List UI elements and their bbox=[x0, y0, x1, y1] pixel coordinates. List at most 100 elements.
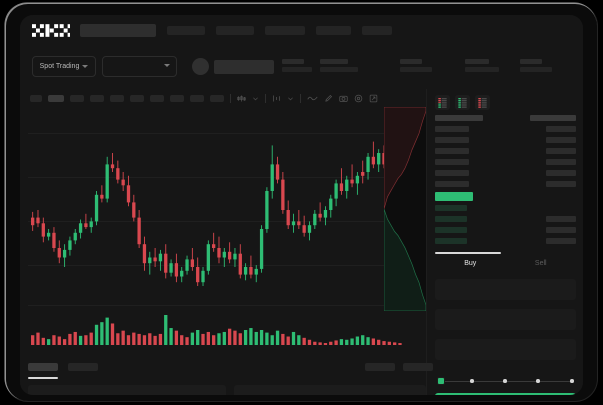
orderbook-bids-icon[interactable] bbox=[455, 95, 470, 110]
chevron-down-icon[interactable] bbox=[252, 95, 259, 102]
bottom-panel-left[interactable] bbox=[28, 385, 226, 395]
orderbook-ask-row[interactable] bbox=[435, 126, 469, 132]
timeframe-chip-2[interactable] bbox=[70, 94, 84, 102]
bottom-right-tab-0[interactable] bbox=[365, 363, 395, 371]
nav-item-4[interactable] bbox=[362, 25, 392, 35]
timeframe-chip-0[interactable] bbox=[30, 94, 42, 102]
bottom-tab-indicator bbox=[28, 377, 58, 379]
search-input[interactable] bbox=[80, 23, 156, 37]
chevron-down-icon[interactable] bbox=[287, 95, 294, 102]
orderbook-ask-amount bbox=[546, 170, 576, 176]
order-price-field[interactable] bbox=[435, 279, 576, 300]
timeframe-chip-7[interactable] bbox=[170, 94, 184, 102]
orderbook-ask-row[interactable] bbox=[435, 170, 469, 176]
bottom-panel bbox=[20, 355, 433, 395]
buy-sell-tabs: Buy Sell bbox=[435, 254, 576, 272]
slider-dot-3[interactable] bbox=[536, 379, 540, 383]
market-stat-0 bbox=[282, 59, 314, 72]
orderbook-ask-amount bbox=[546, 181, 576, 187]
toolbar-divider bbox=[300, 93, 301, 103]
orderbook-mixed-icon[interactable] bbox=[435, 95, 450, 110]
app-screen: Spot Trading bbox=[20, 15, 583, 395]
timeframe-chip-8[interactable] bbox=[190, 94, 204, 102]
indicator-icon[interactable] bbox=[272, 94, 281, 103]
slider-track bbox=[440, 380, 574, 382]
timeframe-chip-1[interactable] bbox=[48, 94, 64, 102]
orderbook-ask-row[interactable] bbox=[435, 181, 469, 187]
orderbook-bid-row[interactable] bbox=[435, 216, 467, 222]
orderbook-ask-row[interactable] bbox=[435, 148, 469, 154]
candlestick-series bbox=[31, 141, 391, 286]
tab-sell[interactable]: Sell bbox=[534, 260, 547, 267]
spot-trading-label: Spot Trading bbox=[39, 63, 80, 70]
slider-handle[interactable] bbox=[437, 377, 445, 385]
orderbook-asks-icon[interactable] bbox=[475, 95, 490, 110]
orderbook-ask-row[interactable] bbox=[435, 115, 483, 121]
orderbook-bid-amount bbox=[546, 227, 576, 233]
top-navigation-bar bbox=[20, 15, 583, 45]
orderbook-rows[interactable] bbox=[427, 115, 583, 245]
orderbook-bid-amount bbox=[546, 216, 576, 222]
chevron-down-icon bbox=[82, 65, 89, 68]
slider-dot-1[interactable] bbox=[470, 379, 474, 383]
market-stat-4 bbox=[520, 59, 554, 72]
camera-snapshot-icon[interactable] bbox=[339, 94, 348, 103]
trading-pair-select[interactable] bbox=[102, 56, 177, 77]
orderbook-ask-row[interactable] bbox=[435, 137, 469, 143]
orderbook-ask-amount bbox=[546, 148, 576, 154]
tab-buy[interactable]: Buy bbox=[464, 260, 477, 267]
orderbook-ask-amount bbox=[530, 115, 576, 121]
chevron-down-icon bbox=[164, 64, 170, 67]
orderbook-bid-amount bbox=[546, 238, 576, 244]
slider-dot-4[interactable] bbox=[570, 379, 574, 383]
slider-dot-2[interactable] bbox=[503, 379, 507, 383]
timeframe-chip-6[interactable] bbox=[150, 94, 164, 102]
nav-item-2[interactable] bbox=[265, 25, 305, 35]
nav-item-3[interactable] bbox=[316, 25, 351, 35]
bottom-panel-right[interactable] bbox=[234, 385, 426, 395]
settings-gear-icon[interactable] bbox=[354, 94, 363, 103]
fullscreen-icon[interactable] bbox=[369, 94, 378, 103]
okx-logo-icon[interactable] bbox=[32, 23, 70, 37]
timeframe-chip-5[interactable] bbox=[130, 94, 144, 102]
timeframe-chip-9[interactable] bbox=[210, 94, 224, 102]
market-stat-1 bbox=[320, 59, 360, 72]
pair-name-label bbox=[214, 60, 274, 74]
order-total-field[interactable] bbox=[435, 339, 576, 360]
spot-trading-dropdown[interactable]: Spot Trading bbox=[32, 56, 96, 77]
orderbook-bid-row[interactable] bbox=[435, 205, 467, 211]
orderbook-ask-amount bbox=[546, 159, 576, 165]
timeframe-chip-4[interactable] bbox=[110, 94, 124, 102]
order-amount-slider[interactable] bbox=[437, 377, 576, 385]
bottom-tab-0[interactable] bbox=[28, 363, 58, 371]
pencil-draw-icon[interactable] bbox=[324, 94, 333, 103]
orderbook-last-price bbox=[435, 192, 473, 201]
orderbook-ask-amount bbox=[546, 137, 576, 143]
device-frame: Spot Trading bbox=[6, 4, 597, 401]
price-chart[interactable] bbox=[20, 107, 426, 355]
orderbook-mode-group bbox=[427, 89, 583, 110]
orderbook-ask-amount bbox=[546, 126, 576, 132]
order-book-panel: Buy Sell bbox=[426, 89, 583, 395]
orderbook-bid-row[interactable] bbox=[435, 238, 467, 244]
orderbook-ask-row[interactable] bbox=[435, 159, 469, 165]
timeframe-chip-3[interactable] bbox=[90, 94, 104, 102]
line-wave-icon[interactable] bbox=[307, 94, 318, 103]
toolbar-divider bbox=[265, 93, 266, 103]
nav-item-1[interactable] bbox=[216, 25, 254, 35]
orderbook-tab-indicator bbox=[435, 252, 501, 254]
candlestick-type-icon[interactable] bbox=[237, 94, 246, 103]
coin-avatar bbox=[192, 58, 209, 75]
orderbook-bid-row[interactable] bbox=[435, 227, 467, 233]
place-order-button[interactable] bbox=[435, 393, 576, 395]
market-stat-3 bbox=[465, 59, 501, 72]
market-info-bar: Spot Trading bbox=[20, 45, 583, 89]
volume-series bbox=[31, 315, 402, 345]
depth-chart-overlay bbox=[384, 107, 426, 311]
bottom-right-tab-1[interactable] bbox=[403, 363, 433, 371]
toolbar-divider bbox=[230, 93, 231, 103]
bottom-tab-1[interactable] bbox=[68, 363, 98, 371]
nav-item-0[interactable] bbox=[167, 25, 205, 35]
market-stat-2 bbox=[400, 59, 434, 72]
order-amount-field[interactable] bbox=[435, 309, 576, 330]
